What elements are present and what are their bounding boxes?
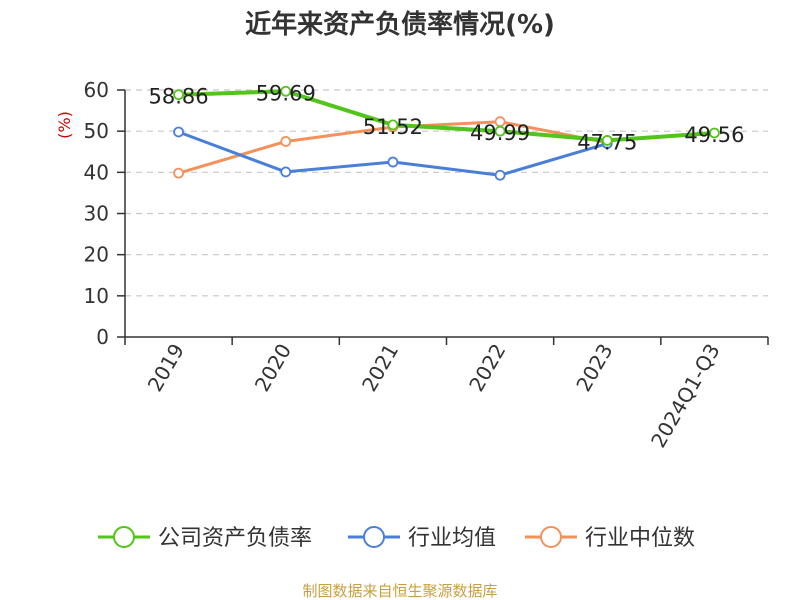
data-point: [387, 156, 399, 168]
y-axis-label: (%): [55, 111, 74, 139]
series-line: [178, 89, 715, 143]
legend-item-1: 行业均值: [348, 526, 496, 551]
legend-marker: [113, 526, 135, 548]
data-label: 58.86: [149, 85, 209, 109]
y-tick-label: 30: [84, 202, 109, 226]
y-tick-label: 40: [84, 160, 109, 184]
data-point: [494, 169, 506, 181]
data-point: [280, 166, 292, 178]
x-tick-label: 2022: [464, 340, 510, 396]
gridlines: [125, 89, 768, 297]
data-label: 51.52: [363, 115, 423, 139]
y-tick-label: 50: [84, 119, 109, 143]
series-1: [173, 126, 613, 181]
legend-label: 行业中位数: [585, 526, 695, 551]
x-tick-label: 2019: [143, 340, 189, 396]
legend-marker: [540, 526, 562, 548]
series-0: [173, 85, 720, 146]
data-point: [280, 136, 292, 147]
data-point: [387, 119, 399, 131]
series-layer: [173, 85, 720, 181]
legend-label: 公司资产负债率: [158, 526, 312, 551]
data-label: 49.99: [470, 121, 530, 145]
y-tick-label: 20: [84, 243, 109, 267]
y-tick-label: 60: [84, 78, 109, 102]
data-point: [601, 135, 613, 146]
data-point: [709, 127, 720, 139]
y-tick-label: 0: [96, 325, 109, 349]
data-label: 49.56: [684, 123, 744, 147]
data-label: 47.75: [577, 130, 637, 154]
chart-title: 近年来资产负债率情况(%): [245, 9, 555, 40]
x-tick-label: 2020: [250, 340, 296, 396]
legend-item-0: 公司资产负债率: [98, 526, 312, 551]
y-tick-label: 10: [84, 284, 109, 308]
x-tick-label: 2024Q1-Q3: [646, 340, 725, 452]
source-note: 制图数据来自恒生聚源数据库: [302, 582, 497, 600]
data-point: [494, 125, 506, 137]
data-point: [173, 89, 184, 101]
x-tick-label: 2021: [357, 340, 403, 396]
legend-marker: [363, 526, 385, 548]
data-point: [173, 126, 184, 138]
data-labels: 58.86 59.69 51.52 49.99 47.75 49.56: [149, 81, 745, 154]
x-tick-label: 2023: [571, 340, 617, 396]
legend: 公司资产负债率 行业均值 行业中位数: [98, 526, 695, 551]
legend-item-2: 行业中位数: [525, 526, 695, 551]
data-point: [280, 85, 292, 97]
data-label: 59.69: [256, 81, 316, 105]
legend-label: 行业均值: [408, 526, 496, 551]
data-point: [173, 167, 184, 179]
